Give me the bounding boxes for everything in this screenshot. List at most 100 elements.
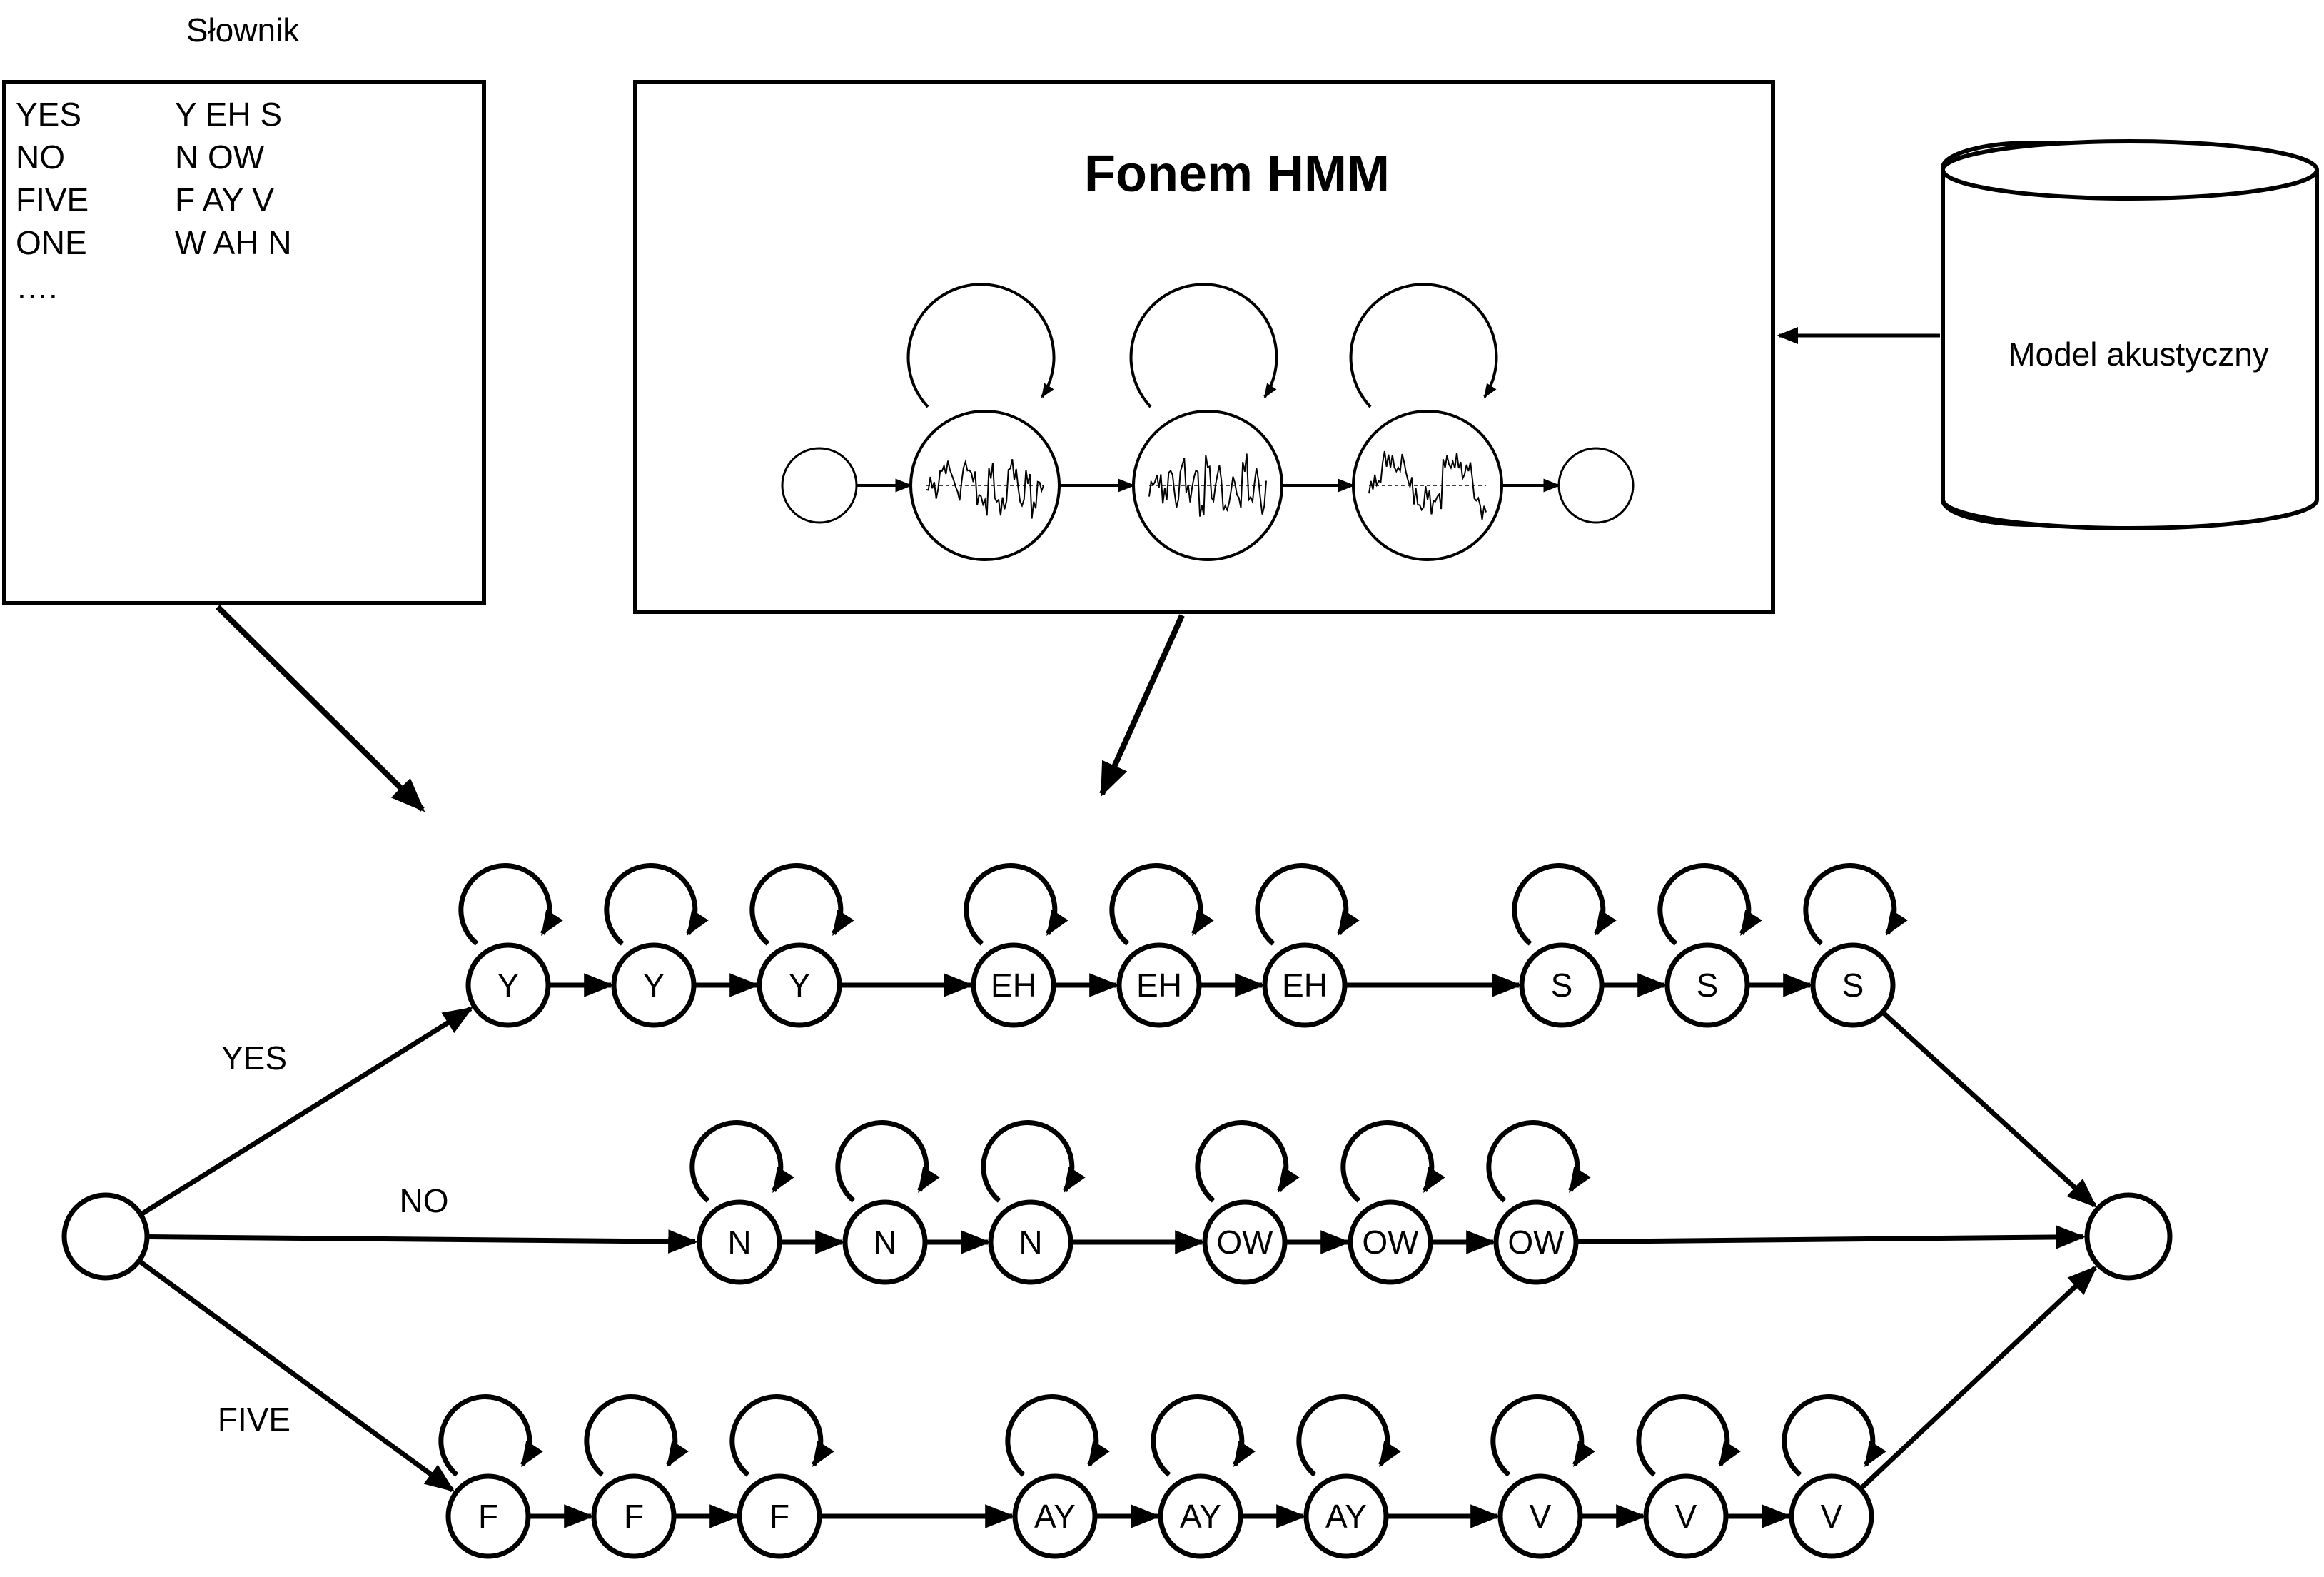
phone-state-label: S	[1697, 967, 1719, 1004]
self-loop-arrow	[1195, 1120, 1300, 1203]
phone-state-label: F	[769, 1498, 789, 1535]
phone-state: OW	[1195, 1120, 1300, 1285]
phone-state: N	[835, 1120, 940, 1285]
phone-state-circle	[1493, 1199, 1579, 1285]
hmm-to-network-arrow	[1099, 614, 1185, 797]
phone-state-label: EH	[991, 967, 1036, 1004]
self-loop-arrow	[981, 1120, 1086, 1203]
phone-hmm-states	[781, 283, 1635, 561]
phone-state: EH	[964, 863, 1068, 1028]
phone-hmm-title: Fonem HMM	[1084, 146, 1390, 203]
phone-state: Y	[604, 863, 709, 1028]
phone-state-label: AY	[1034, 1498, 1076, 1535]
phone-state-circle	[1012, 1473, 1098, 1559]
dictionary-title: Słownik	[186, 11, 300, 49]
phone-state-circle	[1789, 1473, 1874, 1559]
phone-state-label: Y	[497, 967, 520, 1004]
phone-state-label: F	[478, 1498, 498, 1535]
dictionary-phones: Y EH S	[175, 96, 282, 133]
phone-state-circle	[1810, 942, 1896, 1028]
self-loop-arrow	[438, 1394, 543, 1477]
dictionary-word: ONE	[16, 224, 87, 261]
phone-state-label: OW	[1216, 1224, 1273, 1261]
phone-state-label: OW	[1507, 1224, 1565, 1261]
phone-state-circle	[737, 1473, 822, 1559]
phone-state: F	[438, 1394, 543, 1559]
phone-state-circle	[591, 1473, 677, 1559]
phone-state-circle	[1158, 1473, 1243, 1559]
self-loop-arrow	[749, 863, 854, 946]
phone-state-circle	[1664, 942, 1750, 1028]
phone-state: AY	[1296, 1394, 1401, 1559]
phone-state-label: F	[624, 1498, 644, 1535]
path-word-label: FIVE	[218, 1401, 290, 1438]
phone-state: S	[1512, 863, 1617, 1028]
phone-state: Y	[749, 863, 854, 1028]
self-loop-arrow	[1296, 1394, 1401, 1477]
phone-state-label: Y	[789, 967, 811, 1004]
self-loop-arrow	[1512, 863, 1617, 946]
phone-state-circle	[1262, 942, 1348, 1028]
self-loop-arrow	[1109, 863, 1214, 946]
phone-state-circle	[445, 1473, 531, 1559]
self-loop-arrow	[458, 863, 563, 946]
phone-state-label: V	[1675, 1498, 1697, 1535]
self-loop-arrow	[1490, 1394, 1595, 1477]
path-to-end-edge	[1859, 1266, 2098, 1491]
phone-state-circle	[988, 1199, 1073, 1285]
self-loop-arrow	[689, 1120, 794, 1203]
hmm-entry-state	[781, 447, 858, 524]
dictionary-ellipsis: ….	[16, 268, 58, 306]
dictionary-word: FIVE	[16, 181, 89, 218]
self-loop-arrow	[1782, 1394, 1886, 1477]
self-loop-arrow	[1636, 1394, 1741, 1477]
hmm-emitting-state	[906, 283, 1061, 561]
self-loop-arrow	[1151, 1394, 1256, 1477]
hmm-self-loop	[1129, 283, 1278, 408]
emission-waveform-icon	[926, 458, 1044, 519]
phone-state: N	[689, 1120, 794, 1285]
phone-state-circle	[1303, 1473, 1389, 1559]
phone-state-circle	[1202, 1199, 1288, 1285]
phone-state: Y	[458, 863, 563, 1028]
phone-state: AY	[1151, 1394, 1256, 1559]
dictionary-word: NO	[16, 138, 65, 176]
self-loop-arrow	[729, 1394, 834, 1477]
acoustic-model-label: Model akustyczny	[2008, 336, 2269, 373]
phone-state-circle	[1348, 1199, 1433, 1285]
dictionary-word: YES	[16, 96, 81, 133]
phone-state-circle	[1643, 1473, 1729, 1559]
hmm-self-loop	[1349, 283, 1498, 408]
dictionary-phones: F AY V	[175, 181, 274, 218]
phone-state: OW	[1340, 1120, 1445, 1285]
path-word-label: YES	[221, 1039, 287, 1077]
phone-state-label: Y	[643, 967, 665, 1004]
phone-state-circle	[1519, 942, 1605, 1028]
phone-state: AY	[1005, 1394, 1110, 1559]
self-loop-arrow	[1005, 1394, 1110, 1477]
phone-state: EH	[1109, 863, 1214, 1028]
phone-state-label: V	[1821, 1498, 1843, 1535]
phone-state-label: N	[873, 1224, 896, 1261]
phone-state: EH	[1255, 863, 1360, 1028]
phone-state-label: EH	[1282, 967, 1328, 1004]
self-loop-arrow	[1486, 1120, 1591, 1203]
phone-state-circle	[1116, 942, 1202, 1028]
phone-state-circle	[971, 942, 1056, 1028]
phone-hmm-panel: Fonem HMM	[633, 80, 1775, 614]
dictionary-phones: N OW	[175, 138, 265, 176]
phone-state: S	[1803, 863, 1908, 1028]
self-loop-arrow	[835, 1120, 940, 1203]
phone-state-label: AY	[1180, 1498, 1221, 1535]
phone-state: V	[1490, 1394, 1595, 1559]
start-to-path-edge	[137, 1259, 455, 1493]
dictionary-entries: YES Y EH S NO N OW FIVE F AY V ONE W AH N	[16, 96, 292, 261]
phone-state-circle	[842, 1199, 928, 1285]
dictionary-box	[2, 80, 486, 605]
phone-state-circle	[757, 942, 842, 1028]
phone-state-label: OW	[1362, 1224, 1419, 1261]
path-word-label: NO	[400, 1182, 449, 1219]
dictionary-to-network-arrow	[216, 605, 425, 812]
emission-waveform-icon	[1148, 453, 1267, 517]
phone-state-label: S	[1842, 967, 1864, 1004]
